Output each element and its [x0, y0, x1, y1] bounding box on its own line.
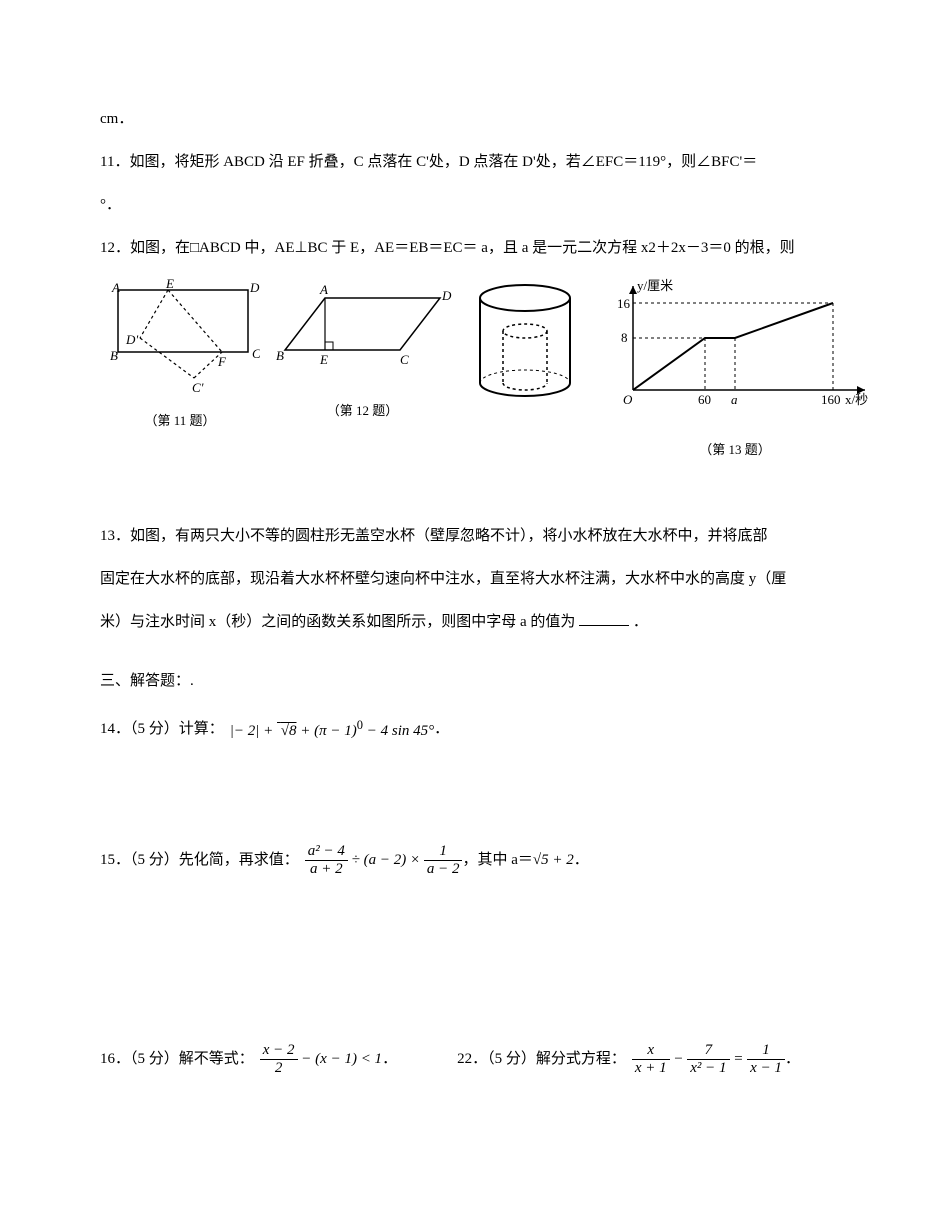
q13-line2: 固定在大水杯的底部，现沿着大水杯杯壁匀速向杯中注水，直至将大水杯注满，大水杯中水…	[100, 560, 850, 599]
figure-11: A E D B F C D' C' （第 11 题）	[100, 278, 260, 438]
q13-blank	[579, 611, 629, 626]
q13-line1: 13．如图，有两只大小不等的圆柱形无盖空水杯（壁厚忽略不计），将小水杯放在大水杯…	[100, 517, 850, 556]
caption-12: （第 12 题）	[327, 394, 399, 428]
svg-text:B: B	[110, 348, 118, 363]
svg-text:E: E	[319, 352, 328, 367]
svg-text:y/厘米: y/厘米	[637, 278, 673, 293]
q15-sqrt: √5 + 2	[533, 841, 574, 880]
q11-text-a: ．如图，将矩形 ABCD 沿 EF 折叠，C 点落在 C'处，D 点落在 D'处…	[114, 154, 757, 170]
q12-line: 12．如图，在□ABCD 中，AE⊥BC 于 E，AE＝EB＝EC＝ a，且 a…	[100, 229, 850, 268]
figure-13b: y/厘米 16 8 O 60 a 160 x/秒 （第 13 题）	[595, 278, 875, 467]
q16-end: ．	[382, 1040, 397, 1079]
q16: 16．（5 分）解不等式： x − 2 2 − (x − 1) < 1 ．	[100, 1040, 397, 1079]
fig13b-svg: y/厘米 16 8 O 60 a 160 x/秒	[595, 278, 875, 413]
figures-row: A E D B F C D' C' （第 11 题） A D B E C （第 …	[100, 278, 850, 467]
q15: 15．（5 分）先化简，再求值： a² − 4 a + 2 ÷ (a − 2) …	[100, 841, 850, 880]
figure-13a	[465, 278, 585, 408]
q12-num: 12	[100, 240, 115, 256]
svg-text:D: D	[249, 280, 260, 295]
q22-end: ．	[785, 1040, 800, 1079]
q11-num: 11	[100, 154, 114, 170]
svg-text:E: E	[165, 278, 174, 291]
svg-text:16: 16	[617, 296, 631, 311]
q14: 14．（5 分）计算： |− 2| + √8 + (π − 1)0 − 4 si…	[100, 709, 850, 751]
q15-formula: a² − 4 a + 2 ÷ (a − 2) × 1 a − 2	[305, 841, 463, 880]
q12-text: ．如图，在□ABCD 中，AE⊥BC 于 E，AE＝EB＝EC＝ a，且 a 是…	[115, 240, 795, 256]
q14-end: ．	[434, 710, 449, 749]
svg-text:D': D'	[125, 332, 138, 347]
caption-13: （第 13 题）	[699, 433, 771, 467]
fig11-svg: A E D B F C D' C'	[100, 278, 260, 398]
q16-q22-row: 16．（5 分）解不等式： x − 2 2 − (x − 1) < 1 ． 22…	[100, 1040, 850, 1079]
q22-formula: x x + 1 − 7 x² − 1 = 1 x − 1	[632, 1040, 785, 1079]
q14-formula: |− 2| + √8 + (π − 1)0 − 4 sin 45°	[230, 709, 434, 751]
q10-tail: cm．	[100, 100, 850, 139]
fig13a-svg	[465, 278, 585, 408]
figure-12: A D B E C （第 12 题）	[270, 278, 455, 428]
q16-formula: x − 2 2 − (x − 1) < 1	[260, 1040, 382, 1079]
q16-label: 16．（5 分）解不等式：	[100, 1040, 254, 1079]
q11-line2: °．	[100, 186, 850, 225]
svg-text:D: D	[441, 288, 452, 303]
svg-text:C: C	[252, 346, 260, 361]
svg-text:8: 8	[621, 330, 628, 345]
caption-11: （第 11 题）	[144, 404, 215, 438]
svg-text:C: C	[400, 352, 409, 367]
fig12-svg: A D B E C	[270, 278, 455, 388]
q13-num: 13	[100, 528, 115, 544]
q15-label: 15．（5 分）先化简，再求值：	[100, 841, 299, 880]
q22-label: 22．（5 分）解分式方程：	[457, 1040, 626, 1079]
q11-line1: 11．如图，将矩形 ABCD 沿 EF 折叠，C 点落在 C'处，D 点落在 D…	[100, 143, 850, 182]
q22: 22．（5 分）解分式方程： x x + 1 − 7 x² − 1 = 1 x …	[457, 1040, 800, 1079]
q13-text-a: ．如图，有两只大小不等的圆柱形无盖空水杯（壁厚忽略不计），将小水杯放在大水杯中，…	[115, 528, 768, 544]
q15-end: ．	[574, 841, 589, 880]
svg-text:F: F	[217, 354, 227, 369]
q15-tail: ，其中 a＝	[462, 841, 532, 880]
svg-text:O: O	[623, 392, 633, 407]
q13-text-d: ．	[633, 614, 648, 630]
q13-line3: 米）与注水时间 x（秒）之间的函数关系如图所示，则图中字母 a 的值为 ．	[100, 603, 850, 642]
svg-text:A: A	[111, 280, 120, 295]
svg-text:x/秒: x/秒	[845, 392, 868, 407]
svg-text:a: a	[731, 392, 738, 407]
svg-text:60: 60	[698, 392, 711, 407]
svg-text:A: A	[319, 282, 328, 297]
q11-text-b: °．	[100, 197, 121, 213]
svg-text:C': C'	[192, 380, 204, 395]
svg-text:B: B	[276, 348, 284, 363]
q13-text-c: 米）与注水时间 x（秒）之间的函数关系如图所示，则图中字母 a 的值为	[100, 614, 575, 630]
section-3-title: 三、解答题：.	[100, 662, 850, 701]
q14-label: 14．（5 分）计算：	[100, 710, 224, 749]
svg-text:160: 160	[821, 392, 841, 407]
